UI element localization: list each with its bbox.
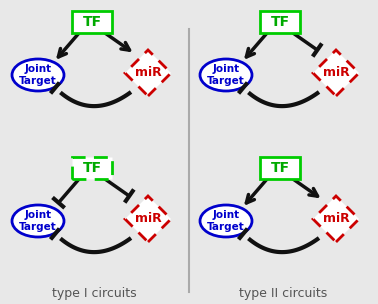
- Polygon shape: [125, 50, 171, 96]
- Ellipse shape: [12, 205, 64, 237]
- FancyBboxPatch shape: [260, 11, 300, 33]
- Polygon shape: [313, 50, 359, 96]
- Polygon shape: [125, 196, 171, 242]
- FancyBboxPatch shape: [72, 11, 112, 33]
- Text: type I circuits: type I circuits: [52, 286, 136, 299]
- FancyBboxPatch shape: [260, 157, 300, 179]
- Text: Target: Target: [19, 76, 57, 86]
- Text: TF: TF: [270, 15, 290, 29]
- Text: TF: TF: [270, 161, 290, 175]
- Text: Joint: Joint: [212, 210, 240, 220]
- Text: Target: Target: [207, 222, 245, 232]
- Ellipse shape: [200, 205, 252, 237]
- Ellipse shape: [200, 59, 252, 91]
- Text: Joint: Joint: [25, 64, 51, 74]
- Text: TF: TF: [82, 15, 102, 29]
- Text: Target: Target: [19, 222, 57, 232]
- Text: miR: miR: [323, 212, 349, 226]
- Text: Joint: Joint: [212, 64, 240, 74]
- Text: miR: miR: [135, 67, 161, 80]
- Text: type II circuits: type II circuits: [239, 286, 327, 299]
- Text: Joint: Joint: [25, 210, 51, 220]
- Text: miR: miR: [135, 212, 161, 226]
- Text: miR: miR: [323, 67, 349, 80]
- Text: Target: Target: [207, 76, 245, 86]
- FancyBboxPatch shape: [72, 157, 112, 179]
- Polygon shape: [313, 196, 359, 242]
- Ellipse shape: [12, 59, 64, 91]
- Text: TF: TF: [82, 161, 102, 175]
